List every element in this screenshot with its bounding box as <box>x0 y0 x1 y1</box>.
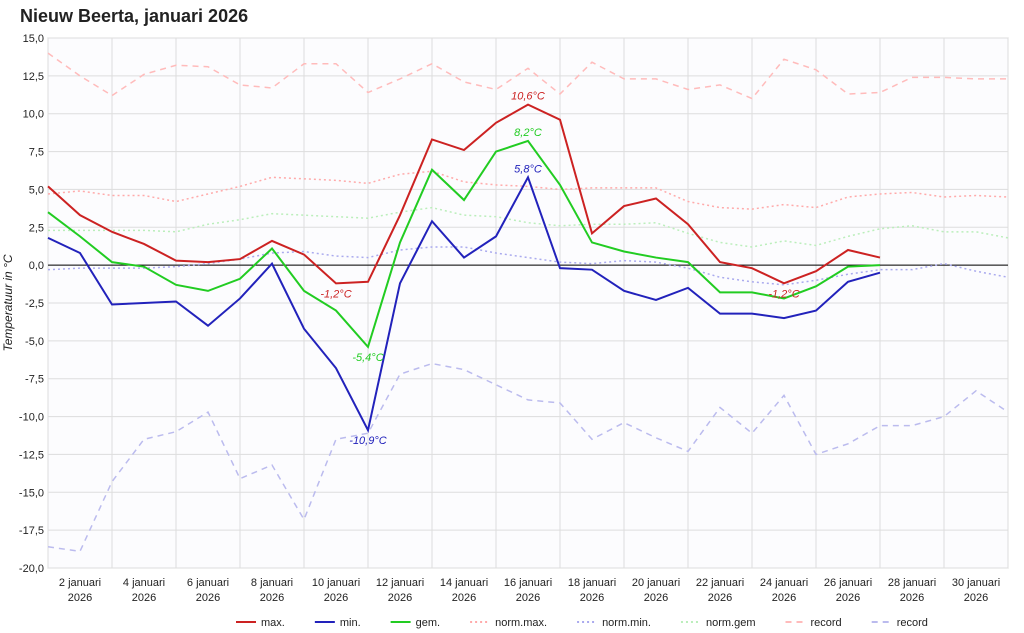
x-tick-line: 10 januari <box>312 577 360 589</box>
y-tick-label: 2,5 <box>29 222 44 234</box>
x-tick-line: 2026 <box>964 592 988 604</box>
x-tick-label: 12 januari 2026 <box>376 577 424 604</box>
x-tick-label: 24 januari 2026 <box>760 577 808 604</box>
legend-label: norm.max. <box>495 617 547 629</box>
x-tick-line: 2026 <box>644 592 668 604</box>
legend-label: record <box>811 617 842 629</box>
x-tick-line: 20 januari <box>632 577 680 589</box>
legend-label: norm.gem <box>706 617 756 629</box>
x-tick-line: 2026 <box>132 592 156 604</box>
series-line <box>47 52 1008 100</box>
series-line <box>47 362 1009 553</box>
x-tick-label: 8 januari 2026 <box>251 577 293 604</box>
x-tick-label: 28 januari 2026 <box>888 577 936 604</box>
y-axis-title: Temperatuur in °C <box>1 254 15 351</box>
x-tick-label: 20 januari 2026 <box>632 577 680 604</box>
x-tick-line: 24 januari <box>760 577 808 589</box>
x-tick-line: 18 januari <box>568 577 616 589</box>
series-line <box>48 206 1009 248</box>
x-tick-line: 2026 <box>580 592 604 604</box>
x-tick-line: 30 januari <box>952 577 1000 589</box>
x-tick-line: 2026 <box>68 592 92 604</box>
x-tick-line: 6 januari <box>187 577 229 589</box>
x-tick-line: 2 januari <box>59 577 101 589</box>
x-tick-line: 2026 <box>772 592 796 604</box>
value-label: -1,2°C <box>320 288 351 300</box>
legend-label: gem. <box>416 617 440 629</box>
value-label: -5,4°C <box>352 352 383 364</box>
y-tick-label: -5,0 <box>25 336 44 348</box>
legend-label: norm.min. <box>602 617 651 629</box>
x-tick-label: 14 januari 2026 <box>440 577 488 604</box>
x-tick-label: 10 januari 2026 <box>312 577 360 604</box>
y-tick-label: 15,0 <box>23 33 44 45</box>
series-line <box>47 174 881 434</box>
y-tick-label: -2,5 <box>25 298 44 310</box>
value-label: 10,6°C <box>511 91 545 103</box>
series-line <box>47 170 1009 210</box>
value-label: -1,2°C <box>768 288 799 300</box>
x-tick-label: 6 januari 2026 <box>187 577 229 604</box>
x-tick-line: 2026 <box>388 592 412 604</box>
x-tick-line: 4 januari <box>123 577 165 589</box>
x-tick-label: 2 januari 2026 <box>59 577 101 604</box>
legend-label: min. <box>340 617 361 629</box>
x-tick-label: 30 januari 2026 <box>952 577 1000 604</box>
x-tick-line: 16 januari <box>504 577 552 589</box>
y-tick-label: 12,5 <box>23 71 44 83</box>
y-tick-label: -15,0 <box>19 487 44 499</box>
y-tick-label: 7,5 <box>29 147 44 159</box>
series-line <box>47 246 1009 286</box>
y-tick-label: -20,0 <box>19 563 44 575</box>
y-tick-label: 5,0 <box>29 184 44 196</box>
x-tick-label: 26 januari 2026 <box>824 577 872 604</box>
legend-label: max. <box>261 617 285 629</box>
x-tick-line: 2026 <box>324 592 348 604</box>
y-tick-label: -12,5 <box>19 449 44 461</box>
x-tick-line: 2026 <box>196 592 220 604</box>
y-tick-label: -10,0 <box>19 412 44 424</box>
y-tick-label: -17,5 <box>19 525 44 537</box>
x-tick-label: 22 januari 2026 <box>696 577 744 604</box>
x-tick-line: 2026 <box>708 592 732 604</box>
x-tick-line: 26 januari <box>824 577 872 589</box>
x-tick-line: 14 januari <box>440 577 488 589</box>
x-tick-line: 2026 <box>900 592 924 604</box>
x-tick-line: 2026 <box>260 592 284 604</box>
x-tick-line: 2026 <box>516 592 540 604</box>
x-tick-line: 28 januari <box>888 577 936 589</box>
legend-label: record <box>897 617 928 629</box>
value-label: 5,8°C <box>514 163 542 175</box>
x-tick-line: 22 januari <box>696 577 744 589</box>
chart-title: Nieuw Beerta, januari 2026 <box>20 6 248 26</box>
y-tick-label: 10,0 <box>23 109 44 121</box>
y-tick-label: 0,0 <box>29 260 44 272</box>
x-tick-label: 16 januari 2026 <box>504 577 552 604</box>
value-label: -10,9°C <box>349 435 386 447</box>
x-tick-label: 18 januari 2026 <box>568 577 616 604</box>
series-line <box>47 103 881 285</box>
x-tick-line: 8 januari <box>251 577 293 589</box>
value-label: 8,2°C <box>514 127 542 139</box>
series-line <box>47 139 881 349</box>
x-tick-line: 2026 <box>836 592 860 604</box>
x-tick-line: 2026 <box>452 592 476 604</box>
x-tick-line: 12 januari <box>376 577 424 589</box>
x-tick-label: 4 januari 2026 <box>123 577 165 604</box>
y-tick-label: -7,5 <box>25 374 44 386</box>
